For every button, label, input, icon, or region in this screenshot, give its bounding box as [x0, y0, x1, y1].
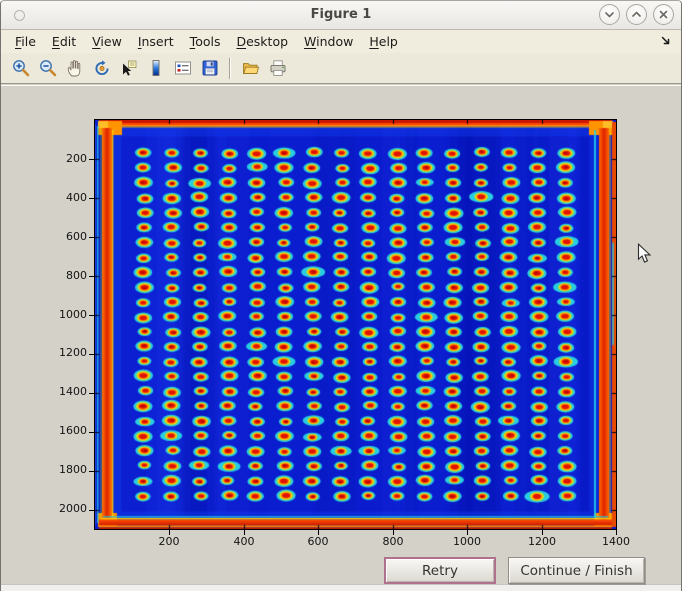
- zoom-in-button[interactable]: [7, 55, 34, 81]
- open-folder-icon: [242, 63, 259, 74]
- data-cursor-button[interactable]: [115, 55, 142, 81]
- menu-tools[interactable]: Tools: [189, 34, 221, 49]
- heatmap-image[interactable]: [94, 119, 617, 530]
- axis-tick: [89, 159, 94, 160]
- axis-tick: [89, 315, 94, 316]
- window-bottom-border: [1, 584, 681, 591]
- titlebar: Figure 1: [1, 1, 681, 30]
- maximize-button[interactable]: [626, 4, 647, 25]
- pan-hand-icon: [67, 60, 80, 77]
- window-menu-icon[interactable]: [14, 10, 25, 21]
- axis-tick: [89, 198, 94, 199]
- print-icon: [270, 60, 285, 76]
- menu-help[interactable]: Help: [369, 34, 398, 49]
- y-tick-label: 1800: [59, 463, 87, 476]
- axis-tick: [89, 432, 94, 433]
- data-cursor-icon: [122, 60, 136, 76]
- dock-figure-icon[interactable]: [660, 35, 672, 47]
- zoom-in-icon: [12, 60, 29, 77]
- axis-tick: [467, 530, 468, 535]
- chevron-down-icon: [605, 12, 614, 18]
- save-icon: [202, 60, 217, 76]
- x-tick-label: 600: [307, 535, 329, 548]
- axis-tick: [89, 276, 94, 277]
- menu-insert[interactable]: Insert: [137, 34, 174, 49]
- y-tick-label: 1000: [59, 308, 87, 321]
- retry-button[interactable]: Retry: [384, 557, 496, 584]
- close-button[interactable]: [653, 4, 674, 25]
- y-tick-label: 400: [66, 191, 87, 204]
- rotate-3d-icon: [94, 60, 109, 76]
- menu-desktop[interactable]: Desktop: [236, 34, 289, 49]
- window-title: Figure 1: [310, 7, 372, 22]
- y-tick-label: 200: [66, 152, 87, 165]
- y-tick-label: 800: [66, 269, 87, 282]
- axis-tick: [393, 530, 394, 535]
- axis-tick: [169, 530, 170, 535]
- pan-button[interactable]: [61, 55, 88, 81]
- y-tick-label: 1200: [59, 346, 87, 359]
- insert-legend-button[interactable]: [169, 55, 196, 81]
- menu-bar: File Edit View Insert Tools Desktop Wind…: [1, 30, 681, 53]
- axis-tick: [89, 471, 94, 472]
- save-button[interactable]: [196, 55, 223, 81]
- axis-tick: [89, 393, 94, 394]
- y-tick-label: 1400: [59, 385, 87, 398]
- rotate-3d-button[interactable]: [88, 55, 115, 81]
- axis-tick: [244, 530, 245, 535]
- toolbar-separator: [229, 57, 231, 79]
- x-tick-label: 400: [233, 535, 255, 548]
- x-tick-label: 200: [158, 535, 180, 548]
- menu-edit[interactable]: Edit: [51, 34, 77, 49]
- axis-tick: [542, 530, 543, 535]
- menu-window[interactable]: Window: [304, 34, 354, 49]
- x-tick-label: 1400: [602, 535, 630, 548]
- print-button[interactable]: [264, 55, 291, 81]
- window-controls: [599, 4, 674, 25]
- colorbar-icon: [152, 60, 159, 76]
- insert-colorbar-button[interactable]: [142, 55, 169, 81]
- axis-tick: [89, 237, 94, 238]
- x-tick-label: 800: [382, 535, 404, 548]
- continue-finish-button[interactable]: Continue / Finish: [508, 557, 645, 584]
- axis-tick: [616, 530, 617, 535]
- menu-view[interactable]: View: [92, 34, 122, 49]
- x-tick-label: 1200: [528, 535, 556, 548]
- minimize-button[interactable]: [599, 4, 620, 25]
- zoom-out-button[interactable]: [34, 55, 61, 81]
- y-tick-label: 2000: [59, 502, 87, 515]
- axis-tick: [318, 530, 319, 535]
- axis-tick: [89, 354, 94, 355]
- menu-file[interactable]: File: [15, 34, 36, 49]
- chevron-up-icon: [632, 11, 641, 17]
- y-tick-label: 600: [66, 230, 87, 243]
- zoom-out-icon: [39, 60, 56, 77]
- y-tick-label: 1600: [59, 424, 87, 437]
- open-button[interactable]: [237, 55, 264, 81]
- axis-tick: [89, 510, 94, 511]
- x-tick-label: 1000: [453, 535, 481, 548]
- toolbar: [1, 53, 681, 84]
- close-icon: [659, 10, 668, 19]
- legend-icon: [174, 61, 191, 75]
